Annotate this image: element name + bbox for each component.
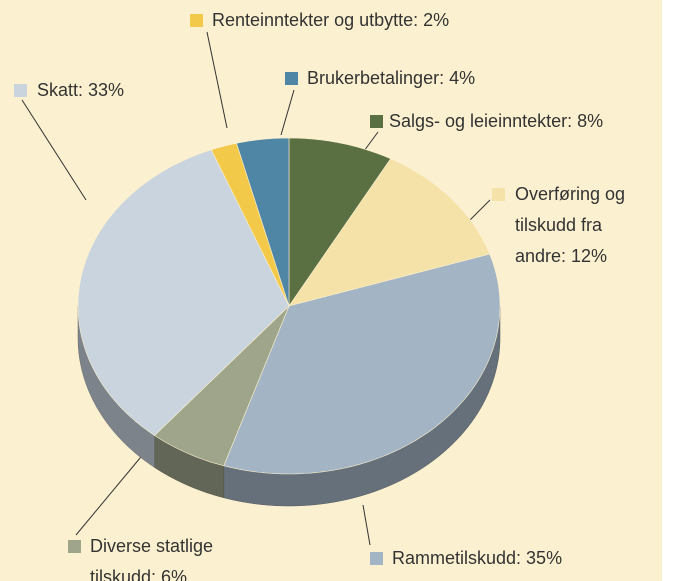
legend-swatch xyxy=(68,540,81,553)
legend-swatch xyxy=(285,72,298,85)
slice-label: Rammetilskudd: 35% xyxy=(392,548,562,568)
slice-label: Brukerbetalinger: 4% xyxy=(307,68,475,88)
slice xyxy=(154,305,290,467)
slice-label: andre: 12% xyxy=(515,246,607,266)
legend-swatch xyxy=(370,115,383,128)
slice xyxy=(288,158,491,307)
pie-tops xyxy=(77,137,501,475)
slice-label: tilskudd: 6% xyxy=(90,567,187,581)
slice xyxy=(288,137,392,307)
leader-line xyxy=(362,504,371,546)
leader-line xyxy=(206,31,228,129)
legend-swatch xyxy=(492,188,505,201)
slice-label: Diverse statlige xyxy=(90,536,213,556)
slice-label: Overføring og xyxy=(515,184,625,204)
leader-line xyxy=(21,99,87,201)
slice-label: Renteinntekter og utbytte: 2% xyxy=(212,10,449,30)
slice xyxy=(77,149,290,436)
legend-swatch xyxy=(14,84,27,97)
slice xyxy=(210,142,290,307)
slice-label: tilskudd fra xyxy=(515,215,603,235)
slice xyxy=(223,253,501,475)
slice-label: Skatt: 33% xyxy=(37,80,124,100)
leader-line xyxy=(280,89,295,136)
legend-swatch xyxy=(190,14,203,27)
legend-swatch xyxy=(370,552,383,565)
slice xyxy=(236,137,290,307)
slice-label: Salgs- og leieinntekter: 8% xyxy=(389,111,603,131)
